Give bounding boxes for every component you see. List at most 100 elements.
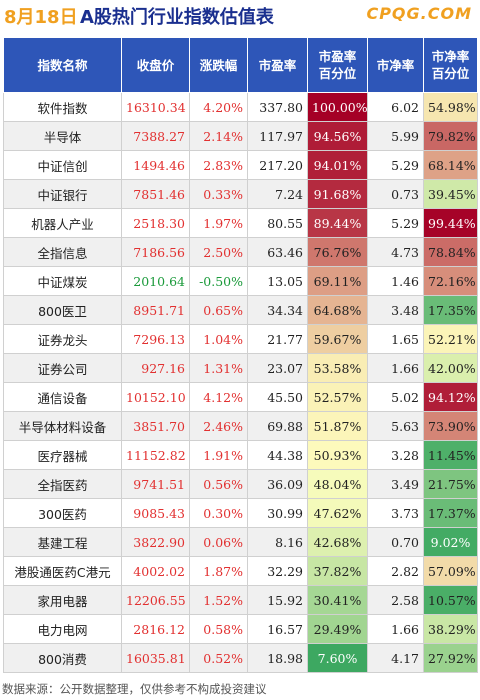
table-row: 证券龙头 7296.13 1.04% 21.77 59.67% 1.65 52.21%	[3, 324, 478, 354]
cell-pb: 0.73	[367, 179, 424, 209]
table-body: 软件指数 16310.34 4.20% 337.80 100.00% 6.02 54.98%…	[3, 92, 478, 673]
cell-index-name: 电力电网	[3, 614, 122, 644]
page-header: 8月18日 A股热门行业指数估值表 CPQG.COM	[0, 0, 480, 30]
table-row: 基建工程 3822.90 0.06% 8.16 42.68% 0.70 9.02%	[3, 527, 478, 557]
cell-pe-pct: 50.93%	[307, 440, 368, 470]
cell-index-name: 中证银行	[3, 179, 122, 209]
cell-pe: 217.20	[247, 150, 308, 180]
cell-close: 7186.56	[121, 237, 190, 267]
table-row: 300医药 9085.43 0.30% 30.99 47.62% 3.73 17.37%	[3, 498, 478, 528]
cell-pb-pct: 54.98%	[423, 92, 478, 122]
cell-change: 0.52%	[189, 643, 248, 673]
table-row: 通信设备 10152.10 4.12% 45.50 52.57% 5.02 94.12%	[3, 382, 478, 412]
cell-pb-pct: 79.82%	[423, 121, 478, 151]
cell-close: 9741.51	[121, 469, 190, 499]
cell-change: 2.50%	[189, 237, 248, 267]
cell-pb-pct: 27.92%	[423, 643, 478, 673]
cell-pe-pct: 37.82%	[307, 556, 368, 586]
cell-pb: 0.70	[367, 527, 424, 557]
cell-pb: 4.17	[367, 643, 424, 673]
cell-close: 8951.71	[121, 295, 190, 325]
cell-pe-pct: 42.68%	[307, 527, 368, 557]
table-row: 软件指数 16310.34 4.20% 337.80 100.00% 6.02 54.98%	[3, 92, 478, 122]
cell-pb: 2.82	[367, 556, 424, 586]
cell-pb: 2.58	[367, 585, 424, 615]
valuation-table: 指数名称 收盘价 涨跌幅 市盈率 市盈率 百分位 市净率 市净率 百分位 软件指数 1…	[3, 37, 478, 673]
cell-pe-pct: 48.04%	[307, 469, 368, 499]
cell-pb: 5.99	[367, 121, 424, 151]
cell-pb-pct: 52.21%	[423, 324, 478, 354]
cell-close: 16310.34	[121, 92, 190, 122]
table-row: 医疗器械 11152.82 1.91% 44.38 50.93% 3.28 11.45%	[3, 440, 478, 470]
cell-change: 0.65%	[189, 295, 248, 325]
cell-pb: 5.29	[367, 208, 424, 238]
cell-close: 2010.64	[121, 266, 190, 296]
site-logo: CPQG.COM	[366, 4, 472, 23]
cell-pe: 8.16	[247, 527, 308, 557]
cell-index-name: 全指信息	[3, 237, 122, 267]
cell-pe-pct: 94.56%	[307, 121, 368, 151]
cell-pb: 3.49	[367, 469, 424, 499]
table-header-row: 指数名称 收盘价 涨跌幅 市盈率 市盈率 百分位 市净率 市净率 百分位	[3, 37, 478, 93]
col-header-pb-pct: 市净率 百分位	[423, 37, 478, 93]
cell-pe: 23.07	[247, 353, 308, 383]
cell-change: 2.83%	[189, 150, 248, 180]
col-header-pb: 市净率	[367, 37, 424, 93]
cell-pb-pct: 99.44%	[423, 208, 478, 238]
cell-pb-pct: 68.14%	[423, 150, 478, 180]
cell-index-name: 家用电器	[3, 585, 122, 615]
cell-index-name: 机器人产业	[3, 208, 122, 238]
cell-pe-pct: 100.00%	[307, 92, 368, 122]
table-row: 中证信创 1494.46 2.83% 217.20 94.01% 5.29 68.14%	[3, 150, 478, 180]
cell-index-name: 800消费	[3, 643, 122, 673]
cell-index-name: 中证煤炭	[3, 266, 122, 296]
cell-pb: 1.66	[367, 614, 424, 644]
cell-index-name: 基建工程	[3, 527, 122, 557]
cell-pb: 1.46	[367, 266, 424, 296]
col-header-pe-pct: 市盈率 百分位	[307, 37, 368, 93]
cell-change: 1.91%	[189, 440, 248, 470]
cell-pb-pct: 73.90%	[423, 411, 478, 441]
cell-pe: 21.77	[247, 324, 308, 354]
cell-change: 1.04%	[189, 324, 248, 354]
table-row: 800医卫 8951.71 0.65% 34.34 64.68% 3.48 17.35%	[3, 295, 478, 325]
cell-pe-pct: 7.60%	[307, 643, 368, 673]
cell-pb-pct: 21.75%	[423, 469, 478, 499]
cell-pb-pct: 38.29%	[423, 614, 478, 644]
table-row: 机器人产业 2518.30 1.97% 80.55 89.44% 5.29 99.44%	[3, 208, 478, 238]
cell-pe-pct: 94.01%	[307, 150, 368, 180]
cell-change: -0.50%	[189, 266, 248, 296]
cell-close: 10152.10	[121, 382, 190, 412]
cell-pb-pct: 9.02%	[423, 527, 478, 557]
cell-close: 9085.43	[121, 498, 190, 528]
cell-pb-pct: 94.12%	[423, 382, 478, 412]
cell-pb-pct: 11.45%	[423, 440, 478, 470]
col-header-close: 收盘价	[121, 37, 190, 93]
table-row: 证券公司 927.16 1.31% 23.07 53.58% 1.66 42.00%	[3, 353, 478, 383]
table-row: 港股通医药C港元 4002.02 1.87% 32.29 37.82% 2.82 57.09…	[3, 556, 478, 586]
cell-pb-pct: 42.00%	[423, 353, 478, 383]
cell-index-name: 医疗器械	[3, 440, 122, 470]
cell-pb: 4.73	[367, 237, 424, 267]
table-row: 全指医药 9741.51 0.56% 36.09 48.04% 3.49 21.75%	[3, 469, 478, 499]
cell-close: 16035.81	[121, 643, 190, 673]
cell-pe-pct: 52.57%	[307, 382, 368, 412]
cell-index-name: 半导体	[3, 121, 122, 151]
cell-pe-pct: 91.68%	[307, 179, 368, 209]
cell-close: 7851.46	[121, 179, 190, 209]
cell-index-name: 中证信创	[3, 150, 122, 180]
cell-pe-pct: 47.62%	[307, 498, 368, 528]
cell-pe: 44.38	[247, 440, 308, 470]
cell-pb-pct: 57.09%	[423, 556, 478, 586]
cell-change: 1.87%	[189, 556, 248, 586]
cell-pe-pct: 89.44%	[307, 208, 368, 238]
cell-change: 2.14%	[189, 121, 248, 151]
col-header-name: 指数名称	[3, 37, 122, 93]
cell-index-name: 证券龙头	[3, 324, 122, 354]
cell-pe: 18.98	[247, 643, 308, 673]
cell-pb: 1.65	[367, 324, 424, 354]
table-row: 中证银行 7851.46 0.33% 7.24 91.68% 0.73 39.45%	[3, 179, 478, 209]
table-row: 家用电器 12206.55 1.52% 15.92 30.41% 2.58 10.57%	[3, 585, 478, 615]
table-row: 800消费 16035.81 0.52% 18.98 7.60% 4.17 27.92%	[3, 643, 478, 673]
title-date: 8月18日	[4, 7, 78, 28]
